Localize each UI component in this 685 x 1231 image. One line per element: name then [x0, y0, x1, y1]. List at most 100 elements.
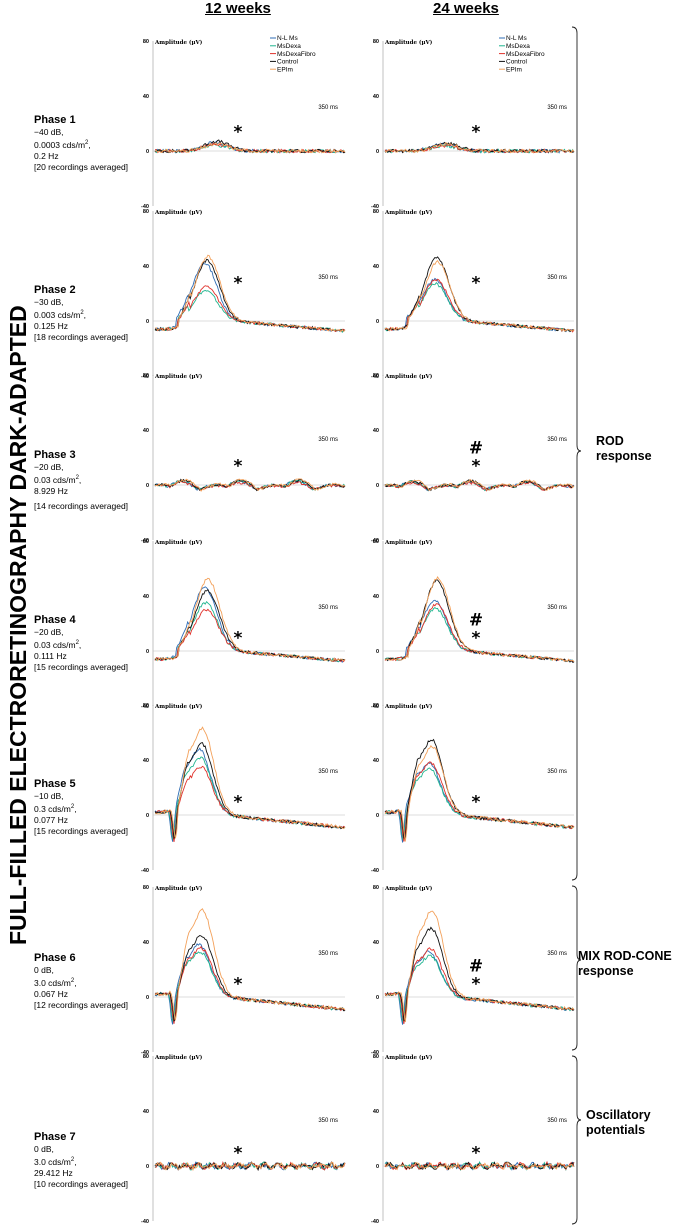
hash-marker: # [469, 957, 483, 977]
time-label: 350 ms [318, 1118, 338, 1124]
legend-label: Control [277, 59, 299, 66]
phase-line: [10 recordings averaged] [34, 1178, 129, 1189]
y-tick-label: 80 [373, 39, 379, 45]
y-tick-label: 0 [146, 319, 149, 325]
phase-line: −10 dB, [34, 791, 64, 801]
asterisk-marker: * [472, 793, 481, 813]
y-axis-label: Amplitude (µV) [384, 373, 433, 380]
trace-control [154, 588, 346, 662]
mix-rod-cone-response-label: MIX ROD-CONE response [578, 949, 672, 978]
hash-marker: # [469, 439, 483, 459]
y-tick-label: 0 [146, 995, 149, 1001]
y-tick-label: 80 [143, 39, 149, 45]
legend-label: MsDexaFibro [277, 51, 316, 58]
y-tick-label: 0 [376, 149, 379, 155]
time-label: 350 ms [318, 105, 338, 111]
response-bracket [571, 885, 582, 1051]
phase-line: 29.412 Hz [34, 1167, 73, 1178]
y-tick-label: 0 [376, 1164, 379, 1170]
legend-label: N-L Ms [506, 35, 527, 42]
y-axis-label: Amplitude (µV) [154, 39, 203, 46]
phase-line: [20 recordings averaged] [34, 161, 129, 172]
trace-epim [384, 260, 575, 332]
y-tick-label: -40 [141, 1050, 149, 1056]
phase-line: −30 dB, [34, 297, 64, 307]
phase-line: 0.03 cds/m2, [34, 639, 82, 650]
y-axis-label: Amplitude (µV) [384, 539, 433, 546]
y-tick-label: 80 [373, 1054, 379, 1060]
time-label: 350 ms [547, 1118, 567, 1124]
y-tick-label: 80 [143, 539, 149, 545]
time-label: 350 ms [318, 605, 338, 611]
response-bracket [571, 1055, 582, 1225]
y-tick-label: 40 [143, 1109, 149, 1115]
phase-label-1: Phase 1 −40 dB, 0.0003 cds/m2, 0.2 Hz [20 re… [34, 113, 128, 173]
y-tick-label: 40 [373, 594, 379, 600]
y-tick-label: 80 [373, 209, 379, 215]
trace-msdexafibro [154, 142, 346, 154]
phase-line: 0.067 Hz [34, 988, 69, 999]
y-tick-label: 40 [143, 94, 149, 100]
trace-control [384, 479, 575, 492]
y-tick-label: 0 [376, 483, 379, 489]
y-tick-label: 80 [373, 703, 379, 709]
asterisk-marker: * [234, 629, 243, 649]
y-tick-label: 0 [376, 319, 379, 325]
time-label: 350 ms [547, 437, 567, 443]
trace-control [385, 926, 575, 1022]
y-tick-label: 80 [373, 373, 379, 379]
phase-line: −40 dB, [34, 127, 64, 137]
time-label: 350 ms [318, 437, 338, 443]
y-tick-label: 0 [376, 649, 379, 655]
phase-line: 0.111 Hz [34, 650, 67, 661]
trace-epim [384, 745, 575, 842]
y-axis-label: Amplitude (µV) [384, 209, 433, 216]
legend-label: Control [506, 59, 528, 66]
oscillatory-potentials-label: Oscillatory potentials [586, 1108, 651, 1137]
y-tick-label: 80 [143, 1054, 149, 1060]
asterisk-marker: * [234, 457, 243, 477]
y-tick-label: -40 [371, 868, 379, 874]
y-tick-label: -40 [141, 704, 149, 710]
time-label: 350 ms [547, 605, 567, 611]
y-tick-label: -40 [371, 1050, 379, 1056]
trace-control [384, 256, 575, 333]
y-tick-label: 80 [143, 209, 149, 215]
y-tick-label: 40 [143, 428, 149, 434]
y-tick-label: -40 [371, 374, 379, 380]
y-tick-label: 0 [146, 1164, 149, 1170]
trace-msdexafibro [154, 481, 345, 491]
asterisk-marker: * [234, 1144, 243, 1164]
phase-line: [12 recordings averaged] [34, 999, 129, 1010]
trace-epim [384, 910, 575, 1023]
trace-msdexafibro [384, 480, 574, 492]
y-tick-label: -40 [371, 538, 379, 544]
y-tick-label: 40 [373, 264, 379, 270]
trace-epim [154, 478, 346, 492]
trace-control [154, 258, 346, 332]
y-tick-label: 80 [143, 885, 149, 891]
phase-name: Phase 3 [34, 449, 76, 461]
phase-name: Phase 2 [34, 284, 76, 296]
y-tick-label: -40 [371, 704, 379, 710]
y-tick-label: 80 [373, 885, 379, 891]
y-tick-label: 40 [143, 940, 149, 946]
y-axis-label: Amplitude (µV) [384, 1054, 433, 1061]
phase-line: 0.0003 cds/m2, [34, 139, 91, 150]
asterisk-marker: * [472, 123, 481, 143]
legend-label: EPIm [506, 66, 522, 73]
asterisk-marker: * [472, 457, 481, 477]
phase-label-4: Phase 4 −20 dB, 0.03 cds/m2, 0.111 Hz [15 re… [34, 613, 128, 673]
y-tick-label: -40 [141, 374, 149, 380]
y-tick-label: 40 [143, 594, 149, 600]
trace-epim [384, 575, 575, 663]
y-tick-label: 40 [373, 1109, 379, 1115]
asterisk-marker: * [472, 274, 481, 294]
phase-line: [15 recordings averaged] [34, 661, 129, 672]
phase-name: Phase 7 [34, 1131, 76, 1143]
y-tick-label: -40 [141, 1219, 149, 1225]
y-tick-label: 40 [373, 428, 379, 434]
trace-epim [384, 141, 575, 154]
phase-label-3: Phase 3 −20 dB, 0.03 cds/m2, 8.929 Hz [14 re… [34, 448, 128, 512]
legend-label: N-L Ms [277, 35, 298, 42]
